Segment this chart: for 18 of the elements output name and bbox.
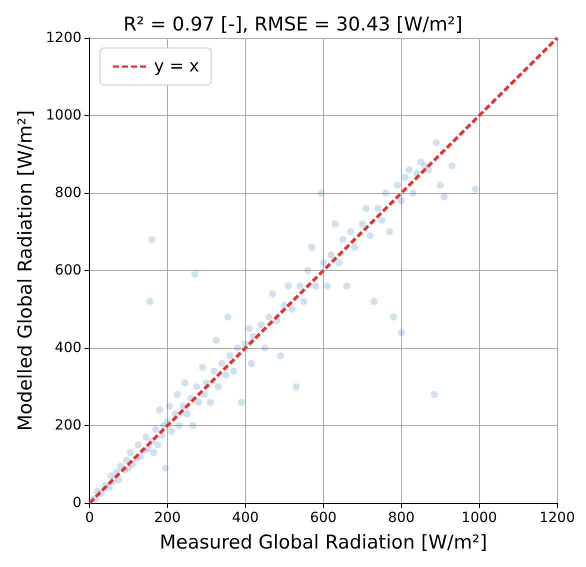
- y-axis-title: Modelled Global Radiation [W/m²]: [14, 110, 36, 431]
- chart-title: R² = 0.97 [-], RMSE = 30.43 [W/m²]: [123, 14, 463, 36]
- y-tick-label: 1000: [46, 108, 82, 124]
- x-tick-label: 1200: [539, 510, 576, 526]
- y-tick-label: 800: [54, 185, 82, 201]
- y-tick-label: 200: [54, 418, 82, 434]
- y-tick-label: 1200: [46, 30, 82, 46]
- y-tick-label: 400: [54, 340, 82, 356]
- x-tick-label: 600: [310, 510, 337, 526]
- x-tick-label: 200: [154, 510, 181, 526]
- x-tick-label: 400: [232, 510, 259, 526]
- x-tick-label: 800: [388, 510, 415, 526]
- x-axis-title: Measured Global Radiation [W/m²]: [160, 532, 488, 554]
- x-tick-label: 0: [85, 510, 94, 526]
- y-tick-label: 0: [72, 495, 82, 511]
- x-tick-label: 1000: [461, 510, 498, 526]
- legend-label: y = x: [154, 56, 200, 76]
- y-tick-label: 600: [54, 262, 82, 278]
